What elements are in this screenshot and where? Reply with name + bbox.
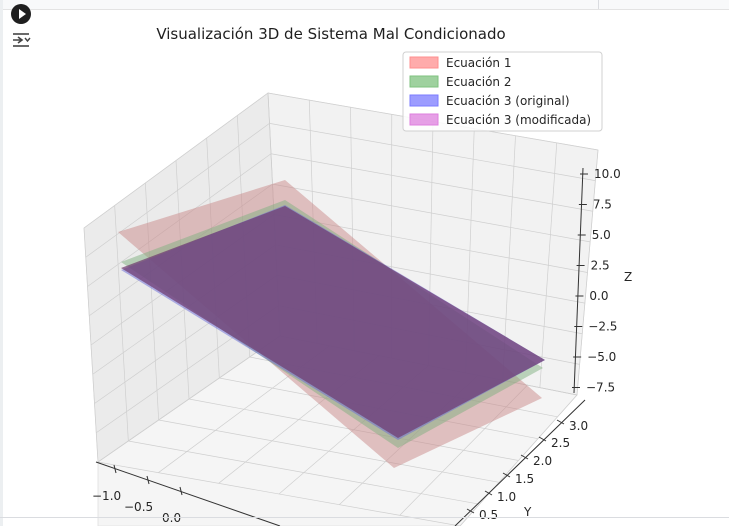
- y-tick-mark: [484, 490, 493, 496]
- cell-bottom-border: [0, 517, 729, 518]
- legend-box: [402, 51, 603, 132]
- y-tick-label: 2.5: [551, 436, 570, 450]
- y-tick-mark: [466, 508, 475, 514]
- chart-title: Visualización 3D de Sistema Mal Condicio…: [156, 25, 505, 43]
- y-tick-mark: [556, 419, 565, 425]
- legend-swatch: [409, 94, 439, 107]
- grid-line: [158, 419, 500, 483]
- y-tick-mark: [520, 454, 529, 460]
- x-tick-label: 0.0: [162, 511, 181, 525]
- z-tick-label: 5.0: [592, 228, 611, 242]
- grid-line: [270, 153, 593, 212]
- y-axis-line: [454, 399, 586, 526]
- y-tick-label: 2.0: [533, 454, 552, 468]
- z-tick-label: 0.0: [589, 289, 608, 303]
- legend-swatch: [409, 56, 439, 69]
- y-tick-label: 3.0: [569, 419, 588, 433]
- surfaces: [118, 180, 545, 468]
- y-tick-mark: [538, 436, 547, 442]
- z-tick-label: 10.0: [594, 167, 621, 181]
- y-tick-label: 1.0: [497, 490, 516, 504]
- z-axis-ticks: 10.0 7.5 5.0 2.5 0.0 −2.5 −5.0 −7.5: [572, 167, 621, 395]
- z-axis-line: [573, 167, 584, 394]
- x-tick-mark: [113, 464, 117, 474]
- output-toggle-icon: [13, 33, 31, 47]
- surface-eq3-modified: [121, 206, 545, 438]
- notebook-toolbar: [0, 0, 729, 10]
- legend-entry-label: Ecuación 3 (original): [446, 94, 570, 108]
- x-tick-mark: [146, 475, 150, 485]
- legend-entry-label: Ecuación 3 (modificada): [446, 113, 591, 127]
- grid-line: [97, 461, 461, 526]
- z-tick-label: 2.5: [591, 259, 610, 273]
- x-axis-ticks: −1.0−0.5 0.0: [92, 464, 183, 525]
- legend-entry-label: Ecuación 2: [446, 75, 511, 89]
- z-tick-label: −2.5: [588, 320, 617, 334]
- z-tick-label: 7.5: [593, 198, 612, 212]
- x-tick-mark: [179, 486, 183, 496]
- cell-focus-rail: [0, 0, 3, 526]
- legend-swatch: [409, 113, 439, 126]
- y-axis-ticks: 0.5 1.0 1.5 2.0 2.5 3.0: [466, 419, 588, 522]
- grid-line: [85, 123, 270, 258]
- legend-entry-label: Ecuación 1: [446, 56, 511, 70]
- grid-line: [272, 183, 591, 243]
- x-axis-line: [95, 461, 281, 526]
- x-tick-label: −1.0: [92, 489, 121, 503]
- grid-line: [83, 92, 269, 229]
- grid-line: [128, 440, 480, 505]
- y-axis-label: Y: [523, 505, 532, 519]
- run-cell-button[interactable]: [11, 4, 31, 24]
- y-tick-mark: [502, 472, 511, 478]
- z-tick-label: −5.0: [587, 350, 616, 364]
- output-toggle-button[interactable]: [11, 30, 33, 50]
- toolbar-divider: [598, 0, 599, 9]
- legend: Ecuación 1 Ecuación 2 Ecuación 3 (original…: [402, 51, 603, 132]
- legend-swatch: [409, 75, 439, 88]
- z-tick-label: −7.5: [586, 381, 615, 395]
- z-axis-label: Z: [624, 270, 632, 284]
- grid-line: [269, 123, 596, 181]
- x-tick-label: −0.5: [124, 500, 153, 514]
- y-tick-label: 1.5: [515, 472, 534, 486]
- y-tick-label: 0.5: [479, 508, 498, 522]
